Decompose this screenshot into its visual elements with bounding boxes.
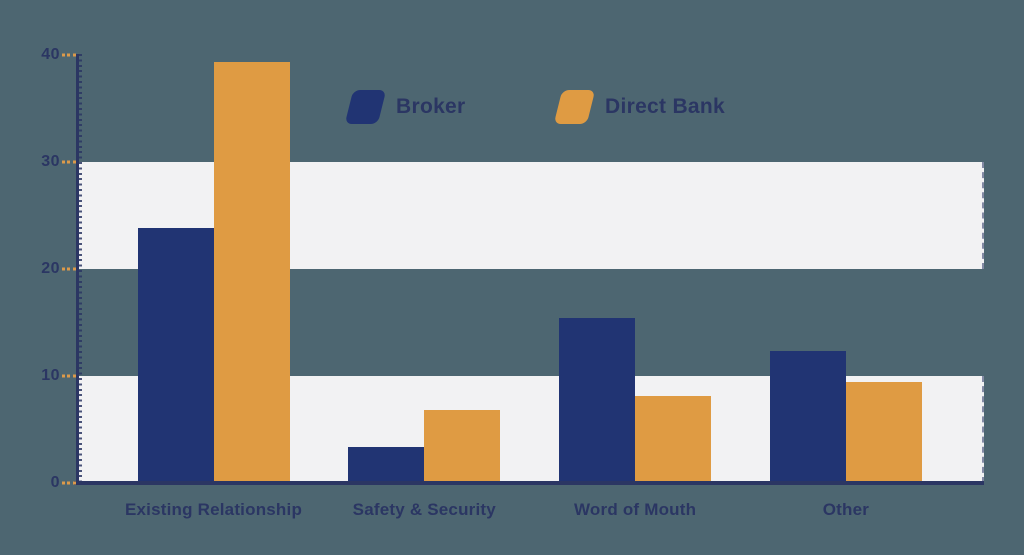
y-tick-mark-0: [62, 481, 76, 485]
bar-broker-word-of-mouth: [559, 318, 636, 483]
legend-label-broker: Broker: [396, 95, 466, 118]
x-axis-line: [74, 481, 984, 485]
y-tick-label-0: 0: [50, 474, 60, 491]
x-axis-label-other: Other: [822, 500, 870, 519]
y-axis-minor-ticks: [79, 54, 82, 483]
bar-broker-existing-relationship: [137, 228, 214, 483]
bar-direct-bank-word-of-mouth: [635, 396, 712, 483]
bar-broker-safety-security: [348, 446, 425, 483]
y-tick-label-30: 30: [41, 153, 60, 170]
y-tick-mark-20: [62, 267, 76, 271]
legend-swatch-broker: [344, 90, 387, 124]
y-tick-label-10: 10: [41, 367, 60, 384]
bar-direct-bank-other: [845, 382, 922, 483]
legend-swatch-direct-bank: [553, 90, 596, 124]
y-tick-label-40: 40: [41, 46, 60, 63]
bar-direct-bank-existing-relationship: [213, 62, 290, 483]
legend-item-broker: Broker: [344, 89, 466, 125]
y-tick-mark-30: [62, 160, 76, 164]
bar-broker-other: [769, 351, 846, 483]
legend-item-direct-bank: Direct Bank: [553, 89, 726, 125]
x-axis-label-word-of-mouth: Word of Mouth: [573, 500, 697, 519]
x-axis-label-existing-relationship: Existing Relationship: [124, 500, 303, 519]
legend-label-direct-bank: Direct Bank: [605, 95, 726, 118]
x-axis-label-safety-security: Safety & Security: [352, 500, 496, 519]
y-axis-line: [76, 54, 79, 483]
y-tick-label-20: 20: [41, 260, 60, 277]
y-tick-mark-10: [62, 374, 76, 378]
y-tick-mark-40: [62, 53, 76, 57]
bar-direct-bank-safety-security: [424, 410, 501, 483]
